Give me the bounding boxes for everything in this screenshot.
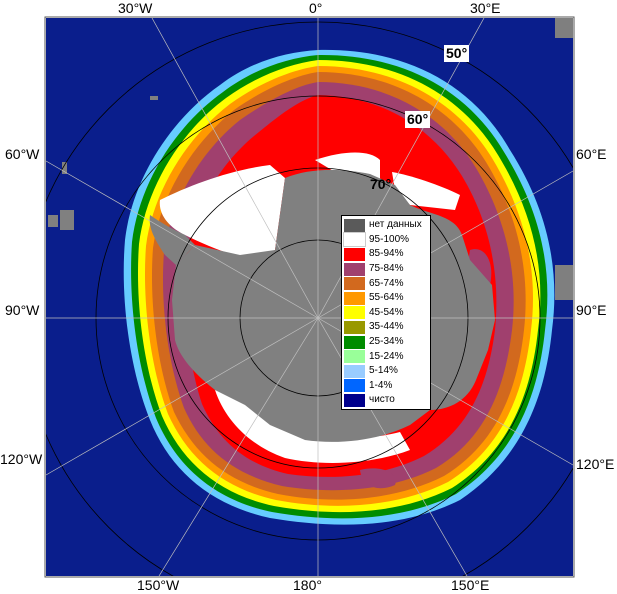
meridians: [46, 18, 573, 576]
lon-label-30w: 30°W: [118, 0, 153, 16]
legend-swatch: [344, 320, 365, 334]
map-frame-border: [44, 16, 575, 578]
legend-item: 5-14%: [344, 364, 428, 379]
lon-label-120w: 120°W: [0, 451, 43, 467]
legend-swatch: [344, 291, 365, 305]
legend-label: 95-100%: [369, 233, 410, 245]
lon-label-90w: 90°W: [5, 302, 40, 318]
no-data-speck-1: [60, 210, 74, 230]
lon-label-150w: 150°W: [137, 577, 180, 593]
legend-swatch: [344, 262, 365, 276]
legend-label: 35-44%: [369, 321, 404, 333]
legend-label: 1-4%: [369, 379, 393, 391]
legend-label: нет данных: [369, 219, 422, 231]
legend-swatch: [344, 218, 365, 232]
no-data-speck-3: [62, 162, 67, 174]
ice-full-south: [215, 390, 410, 463]
legend-label: 15-24%: [369, 350, 404, 362]
legend-item: 85-94%: [344, 247, 428, 262]
legend-swatch: [344, 350, 365, 364]
no-data-edge-right: [555, 265, 573, 300]
lat-label-50: 50°: [444, 45, 470, 62]
legend-label: 45-54%: [369, 306, 404, 318]
legend-swatch: [344, 277, 365, 291]
legend-item: 35-44%: [344, 320, 428, 335]
legend-item: 65-74%: [344, 276, 428, 291]
legend-swatch: [344, 393, 365, 407]
lat-label-60: 60°: [405, 111, 431, 128]
legend-item: чисто: [344, 393, 428, 408]
legend-item: 55-64%: [344, 291, 428, 306]
ice-patch-purple-3: [360, 468, 396, 489]
ice-full-northeast: [392, 172, 460, 210]
lon-label-90e: 90°E: [576, 302, 607, 318]
concentration-legend: нет данных 95-100% 85-94% 75-84% 65-74% 55-64…: [341, 215, 431, 410]
lat-label-70: 70°: [370, 176, 392, 192]
legend-item: 95-100%: [343, 232, 428, 248]
legend-item: 25-34%: [344, 335, 428, 350]
legend-label: 65-74%: [369, 277, 404, 289]
legend-swatch: [344, 379, 365, 393]
lon-label-0: 0°: [309, 0, 323, 16]
lon-label-30e: 30°E: [470, 0, 501, 16]
lon-label-60w: 60°W: [5, 146, 40, 162]
legend-swatch: [344, 306, 365, 320]
legend-swatch: [344, 364, 365, 378]
lon-label-120e: 120°E: [576, 456, 615, 472]
legend-label: 5-14%: [369, 365, 398, 377]
lon-label-60e: 60°E: [576, 146, 607, 162]
legend-item: 45-54%: [344, 306, 428, 321]
legend-item: 75-84%: [344, 262, 428, 277]
legend-item: 15-24%: [344, 349, 428, 364]
legend-swatch: [343, 232, 366, 248]
ice-full-west: [159, 165, 285, 260]
no-data-speck-4: [150, 96, 158, 100]
legend-label: 85-94%: [369, 248, 404, 260]
legend-label: 55-64%: [369, 292, 404, 304]
legend-swatch: [344, 335, 365, 349]
legend-label: 75-84%: [369, 263, 404, 275]
legend-label: 25-34%: [369, 336, 404, 348]
no-data-speck-2: [48, 215, 58, 227]
legend-item: 1-4%: [344, 379, 428, 394]
lon-label-180: 180°: [293, 577, 322, 593]
legend-swatch: [344, 247, 365, 261]
legend-label: чисто: [369, 394, 395, 406]
lon-label-150e: 150°E: [451, 577, 490, 593]
legend-item: нет данных: [344, 218, 428, 233]
no-data-corner: [555, 18, 573, 38]
